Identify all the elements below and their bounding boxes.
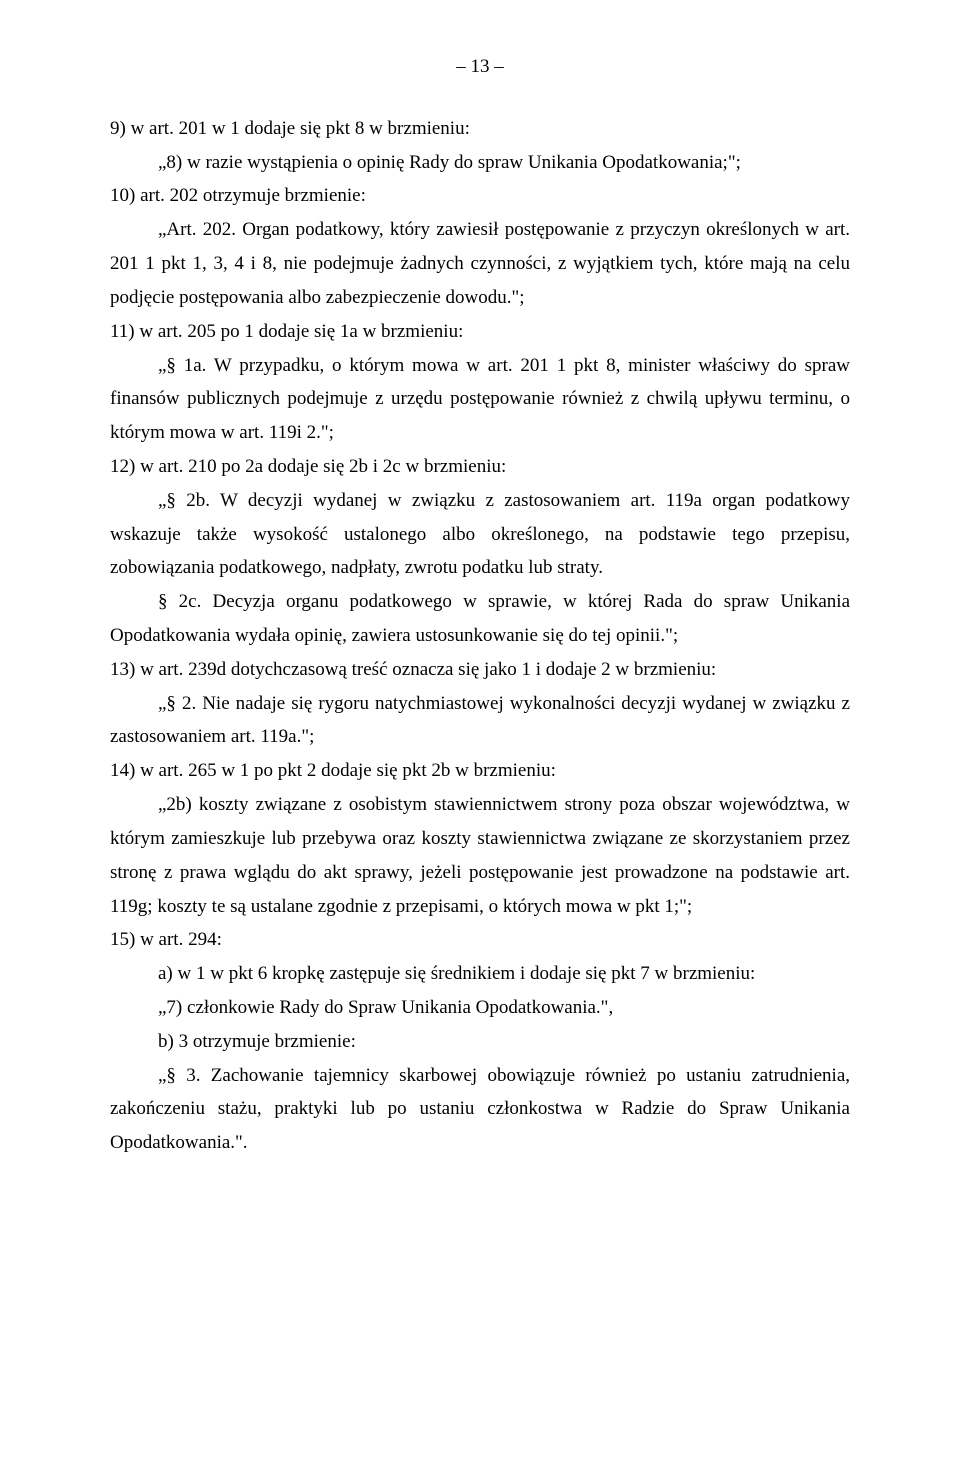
document-page: – 13 – 9) w art. 201 w 1 dodaje się pkt … [0, 0, 960, 1473]
paragraph: 14) w art. 265 w 1 po pkt 2 dodaje się p… [110, 754, 850, 788]
paragraph: 12) w art. 210 po 2a dodaje się 2b i 2c … [110, 450, 850, 484]
paragraph: „7) członkowie Rady do Spraw Unikania Op… [110, 991, 850, 1025]
paragraph: 10) art. 202 otrzymuje brzmienie: [110, 179, 850, 213]
paragraph: „2b) koszty związane z osobistym stawien… [110, 788, 850, 923]
paragraph: a) w 1 w pkt 6 kropkę zastępuje się śred… [110, 957, 850, 991]
paragraph: „Art. 202. Organ podatkowy, który zawies… [110, 213, 850, 314]
paragraph: „§ 3. Zachowanie tajemnicy skarbowej obo… [110, 1059, 850, 1160]
paragraph: 13) w art. 239d dotychczasową treść ozna… [110, 653, 850, 687]
paragraph: „§ 2b. W decyzji wydanej w związku z zas… [110, 484, 850, 585]
paragraph: 11) w art. 205 po 1 dodaje się 1a w brzm… [110, 315, 850, 349]
paragraph: „§ 2. Nie nadaje się rygoru natychmiasto… [110, 687, 850, 755]
paragraph: „8) w razie wystąpienia o opinię Rady do… [110, 146, 850, 180]
paragraph: 9) w art. 201 w 1 dodaje się pkt 8 w brz… [110, 112, 850, 146]
page-number: – 13 – [110, 50, 850, 84]
paragraph: 15) w art. 294: [110, 923, 850, 957]
paragraph: b) 3 otrzymuje brzmienie: [110, 1025, 850, 1059]
paragraph: „§ 1a. W przypadku, o którym mowa w art.… [110, 349, 850, 450]
paragraph: § 2c. Decyzja organu podatkowego w spraw… [110, 585, 850, 653]
